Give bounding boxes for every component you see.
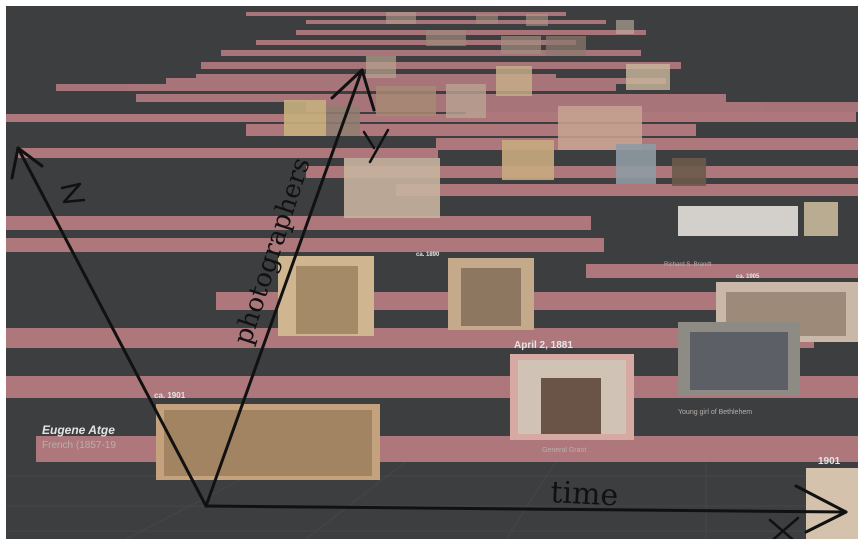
floor-grid xyxy=(6,445,858,539)
x-axis-arrowhead xyxy=(794,484,848,534)
date-label: 1901 xyxy=(818,456,841,467)
date-label: ca. 1905 xyxy=(736,274,760,280)
y-axis-line xyxy=(204,68,364,508)
photo-thumb xyxy=(616,144,656,184)
date-label: April 2, 1881 xyxy=(514,340,573,351)
x-axis-line xyxy=(204,504,848,514)
photo-portrait xyxy=(461,268,521,326)
y-axis-arrowhead xyxy=(330,68,376,112)
photo-thumbnails xyxy=(156,12,858,539)
photo-thumb xyxy=(672,158,706,186)
photo-thumb xyxy=(446,84,486,118)
photo-thumb xyxy=(558,106,642,150)
timeline-visualization: ca. 1890 ca. 1905 Richard S. Brandt Apri… xyxy=(6,6,858,539)
photo-thumb xyxy=(366,56,396,78)
photo-thumb xyxy=(386,12,416,24)
photographer-subtitle: French (1857-19 xyxy=(42,440,116,451)
date-label: ca. 1890 xyxy=(416,252,440,258)
photo-thumb xyxy=(626,64,670,90)
caption-label: Richard S. Brandt xyxy=(664,262,712,268)
timeline-labels: ca. 1890 ca. 1905 Richard S. Brandt Apri… xyxy=(42,252,841,467)
x-letter xyxy=(768,516,800,539)
z-axis-line xyxy=(16,146,208,508)
photo-thumb xyxy=(546,36,586,56)
photo-thumb xyxy=(502,140,554,180)
z-letter xyxy=(60,182,86,204)
z-axis-arrowhead xyxy=(10,146,44,180)
photo-thumb xyxy=(804,202,838,236)
photo-thumb xyxy=(344,158,440,218)
photo-thumb xyxy=(690,332,788,390)
photo-thumb xyxy=(501,36,541,54)
caption-label: Young girl of Bethlehem xyxy=(678,409,752,416)
photo-thumb xyxy=(284,100,326,136)
photo-portrait xyxy=(296,266,358,334)
y-letter xyxy=(362,128,390,164)
photo-thumb xyxy=(616,20,634,34)
time-annotation: time xyxy=(550,475,620,514)
timeline-canvas: ca. 1890 ca. 1905 Richard S. Brandt Apri… xyxy=(6,12,858,539)
photo-thumb xyxy=(426,30,466,46)
caption-label: General Grant xyxy=(542,447,586,454)
photo-thumb xyxy=(678,206,798,236)
date-label: ca. 1901 xyxy=(154,391,186,400)
photo-thumb xyxy=(526,14,548,26)
photo-thumb xyxy=(476,14,498,24)
photographer-name: Eugene Atge xyxy=(42,423,115,437)
photo-thumb xyxy=(376,86,436,116)
photo-thumb xyxy=(496,66,532,96)
axes xyxy=(10,68,848,539)
